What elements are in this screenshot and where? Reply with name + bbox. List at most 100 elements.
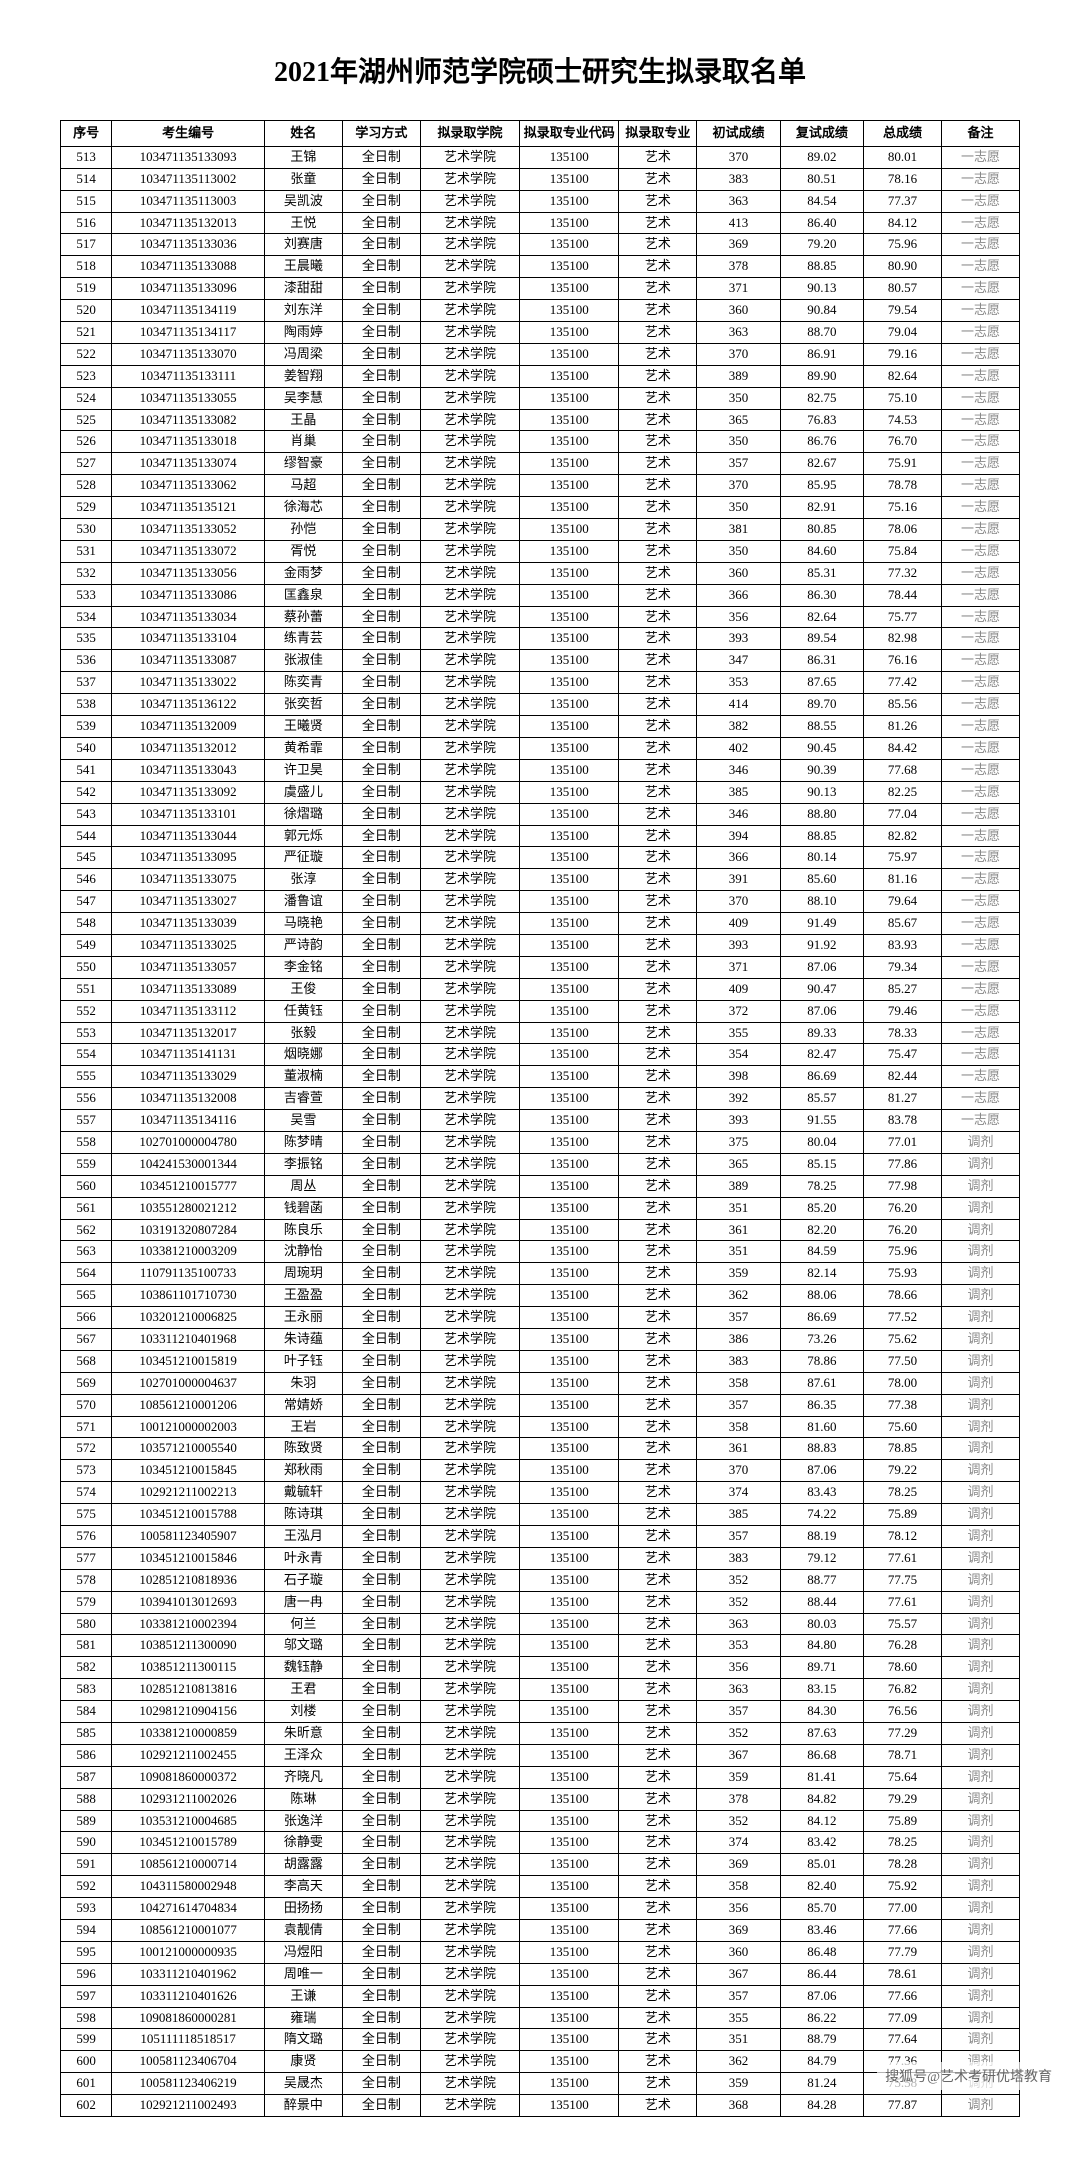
cell: 598 <box>61 2007 112 2029</box>
cell: 582 <box>61 1657 112 1679</box>
cell: 一志愿 <box>941 453 1019 475</box>
cell: 535 <box>61 628 112 650</box>
cell: 全日制 <box>342 1876 420 1898</box>
cell: 536 <box>61 650 112 672</box>
cell: 艺术学院 <box>420 1876 519 1898</box>
cell: 张逸洋 <box>264 1810 342 1832</box>
cell: 李金铭 <box>264 956 342 978</box>
cell: 353 <box>697 1635 780 1657</box>
cell: 艺术 <box>619 1088 697 1110</box>
cell: 135100 <box>520 1088 619 1110</box>
cell: 吴凯波 <box>264 190 342 212</box>
cell: 88.85 <box>780 825 863 847</box>
cell: 135100 <box>520 146 619 168</box>
cell: 全日制 <box>342 650 420 672</box>
cell: 艺术 <box>619 847 697 869</box>
cell: 徐海芯 <box>264 497 342 519</box>
cell: 一志愿 <box>941 234 1019 256</box>
cell: 调剂 <box>941 1307 1019 1329</box>
cell: 135100 <box>520 562 619 584</box>
cell: 全日制 <box>342 759 420 781</box>
cell: 84.79 <box>780 2051 863 2073</box>
cell: 周琬玥 <box>264 1263 342 1285</box>
cell: 全日制 <box>342 1000 420 1022</box>
cell: 一志愿 <box>941 1066 1019 1088</box>
cell: 78.71 <box>863 1744 941 1766</box>
cell: 77.61 <box>863 1547 941 1569</box>
table-row: 592104311580002948李高天全日制艺术学院135100艺术3588… <box>61 1876 1020 1898</box>
cell: 75.10 <box>863 387 941 409</box>
table-row: 576100581123405907王泓月全日制艺术学院135100艺术3578… <box>61 1526 1020 1548</box>
cell: 一志愿 <box>941 475 1019 497</box>
cell: 135100 <box>520 365 619 387</box>
cell: 78.00 <box>863 1372 941 1394</box>
cell: 艺术 <box>619 1613 697 1635</box>
cell: 91.55 <box>780 1110 863 1132</box>
cell: 103381210000859 <box>112 1723 265 1745</box>
cell: 103471135134116 <box>112 1110 265 1132</box>
cell: 全日制 <box>342 409 420 431</box>
cell: 74.53 <box>863 409 941 431</box>
cell: 一志愿 <box>941 628 1019 650</box>
cell: 374 <box>697 1482 780 1504</box>
cell: 77.04 <box>863 803 941 825</box>
cell: 全日制 <box>342 1898 420 1920</box>
cell: 艺术学院 <box>420 1438 519 1460</box>
cell: 金雨梦 <box>264 562 342 584</box>
table-row: 600100581123406704康贤全日制艺术学院135100艺术36284… <box>61 2051 1020 2073</box>
cell: 艺术 <box>619 343 697 365</box>
cell: 375 <box>697 1131 780 1153</box>
cell: 135100 <box>520 672 619 694</box>
cell: 135100 <box>520 1547 619 1569</box>
table-row: 580103381210002394何兰全日制艺术学院135100艺术36380… <box>61 1613 1020 1635</box>
cell: 艺术 <box>619 1110 697 1132</box>
cell: 艺术学院 <box>420 1920 519 1942</box>
cell: 103471135133111 <box>112 365 265 387</box>
cell: 艺术 <box>619 475 697 497</box>
cell: 艺术学院 <box>420 913 519 935</box>
cell: 全日制 <box>342 1547 420 1569</box>
cell: 108561210000714 <box>112 1854 265 1876</box>
cell: 潘鲁谊 <box>264 891 342 913</box>
cell: 隋文璐 <box>264 2029 342 2051</box>
cell: 555 <box>61 1066 112 1088</box>
cell: 360 <box>697 300 780 322</box>
cell: 75.77 <box>863 606 941 628</box>
cell: 王永丽 <box>264 1307 342 1329</box>
cell: 调剂 <box>941 1854 1019 1876</box>
cell: 艺术 <box>619 2051 697 2073</box>
cell: 艺术 <box>619 1723 697 1745</box>
cell: 调剂 <box>941 2029 1019 2051</box>
cell: 369 <box>697 234 780 256</box>
cell: 艺术 <box>619 1416 697 1438</box>
cell: 一志愿 <box>941 716 1019 738</box>
cell: 调剂 <box>941 1438 1019 1460</box>
cell: 383 <box>697 1547 780 1569</box>
cell: 355 <box>697 2007 780 2029</box>
cell: 75.96 <box>863 234 941 256</box>
cell: 78.61 <box>863 1963 941 1985</box>
cell: 103471135133043 <box>112 759 265 781</box>
cell: 艺术 <box>619 1854 697 1876</box>
cell: 135100 <box>520 1241 619 1263</box>
cell: 103471135132012 <box>112 737 265 759</box>
table-row: 547103471135133027潘鲁谊全日制艺术学院135100艺术3708… <box>61 891 1020 913</box>
cell: 88.44 <box>780 1591 863 1613</box>
cell: 王泽众 <box>264 1744 342 1766</box>
cell: 88.77 <box>780 1569 863 1591</box>
table-row: 530103471135133052孙恺全日制艺术学院135100艺术38180… <box>61 519 1020 541</box>
cell: 75.91 <box>863 453 941 475</box>
cell: 80.57 <box>863 278 941 300</box>
cell: 409 <box>697 913 780 935</box>
cell: 89.54 <box>780 628 863 650</box>
table-row: 514103471135113002张童全日制艺术学院135100艺术38380… <box>61 168 1020 190</box>
table-row: 572103571210005540陈致贤全日制艺术学院135100艺术3618… <box>61 1438 1020 1460</box>
cell: 调剂 <box>941 1723 1019 1745</box>
cell: 82.91 <box>780 497 863 519</box>
cell: 一志愿 <box>941 300 1019 322</box>
cell: 75.47 <box>863 1044 941 1066</box>
cell: 539 <box>61 716 112 738</box>
table-row: 595100121000000935冯煜阳全日制艺术学院135100艺术3608… <box>61 1941 1020 1963</box>
cell: 559 <box>61 1153 112 1175</box>
cell: 调剂 <box>941 1788 1019 1810</box>
